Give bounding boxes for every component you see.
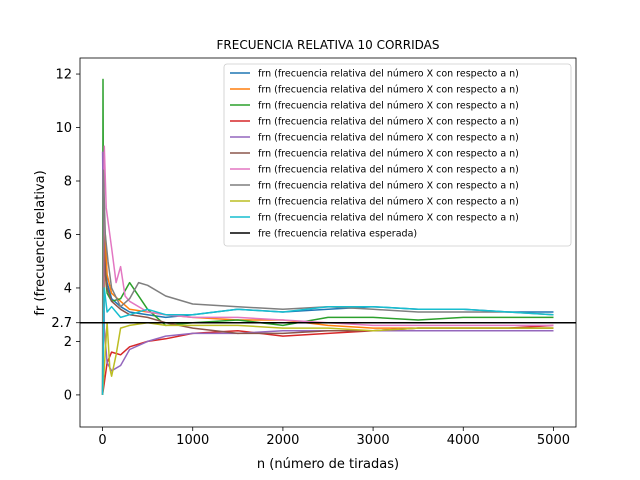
legend-label: frn (frecuencia relativa del número X co…: [258, 133, 519, 144]
series-line-7: [101, 145, 554, 395]
y-tick-label: 4: [64, 281, 72, 296]
legend-label: frn (frecuencia relativa del número X co…: [258, 165, 519, 176]
axes-frame: [79, 57, 577, 428]
x-tick-label: 0: [98, 433, 106, 448]
y-tick-label: 2: [64, 335, 72, 350]
x-tick-label: 4000: [447, 433, 480, 448]
y-axis-label: fr (frecuencia relativa): [33, 170, 48, 315]
x-tick-label: 3000: [357, 433, 390, 448]
plot-area: [80, 78, 576, 396]
x-tick-label: 1000: [176, 433, 209, 448]
y-tick-label: 2.7: [51, 316, 72, 331]
y-axis: 0 2 2.7 4 6 8 10 12: [51, 68, 80, 403]
y-tick-label: 6: [64, 228, 72, 243]
y-tick-label: 0: [64, 388, 72, 403]
legend-label: frn (frecuencia relativa del número X co…: [258, 181, 519, 192]
legend-label: frn (frecuencia relativa del número X co…: [258, 69, 519, 80]
legend-label: frn (frecuencia relativa del número X co…: [258, 213, 519, 224]
series-line-10: [101, 287, 554, 395]
x-tick-label: 5000: [537, 433, 570, 448]
series-line-9: [101, 321, 554, 395]
legend-label: frn (frecuencia relativa del número X co…: [258, 85, 519, 96]
legend-label: frn (frecuencia relativa del número X co…: [258, 197, 519, 208]
y-tick-label: 12: [55, 68, 72, 83]
x-tick-label: 2000: [266, 433, 299, 448]
chart-title: FRECUENCIA RELATIVA 10 CORRIDAS: [217, 38, 440, 52]
legend-box: [223, 63, 572, 247]
x-axis: 0 1000 2000 3000 4000 5000: [98, 427, 570, 448]
legend-label: frn (frecuencia relativa del número X co…: [258, 149, 519, 160]
legend-label: frn (frecuencia relativa del número X co…: [258, 101, 519, 112]
legend: frn (frecuencia relativa del número X co…: [223, 63, 572, 247]
series-line-8: [101, 169, 554, 395]
y-tick-label: 10: [55, 121, 72, 136]
legend-label: fre (frecuencia relativa esperada): [258, 229, 417, 240]
y-tick-label: 8: [64, 175, 72, 190]
legend-label: frn (frecuencia relativa del número X co…: [258, 117, 519, 128]
x-axis-label: n (número de tiradas): [257, 457, 399, 472]
